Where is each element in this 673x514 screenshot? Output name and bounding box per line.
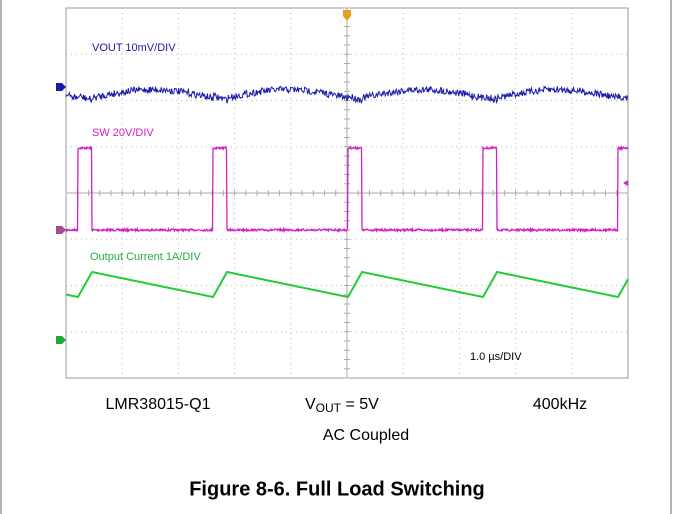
frequency: 400kHz — [533, 396, 587, 413]
timebase-label: 1.0 µs/DIV — [470, 351, 522, 363]
v-symbol: V — [305, 396, 316, 413]
coupling: AC Coupled — [323, 427, 409, 444]
scope-screen — [65, 7, 629, 379]
sw-trace — [65, 145, 629, 234]
trigger-marker — [343, 10, 351, 21]
figure-title: Figure 8-6. Full Load Switching — [189, 478, 485, 500]
v-rest: = 5V — [341, 396, 379, 413]
channel-marker — [56, 226, 66, 234]
vout-label: VOUT 10mV/DIV — [92, 42, 176, 54]
current-label: Output Current 1A/DIV — [90, 251, 201, 263]
channel-marker — [56, 83, 66, 91]
sw-label: SW 20V/DIV — [92, 127, 154, 139]
vout-spec: VOUT = 5V — [305, 396, 379, 415]
current-trace — [65, 270, 629, 299]
v-subscript: OUT — [316, 401, 342, 415]
channel-marker — [56, 336, 66, 344]
vout-trace — [65, 85, 628, 105]
trigger-level — [623, 180, 628, 186]
part-number: LMR38015-Q1 — [106, 396, 211, 413]
